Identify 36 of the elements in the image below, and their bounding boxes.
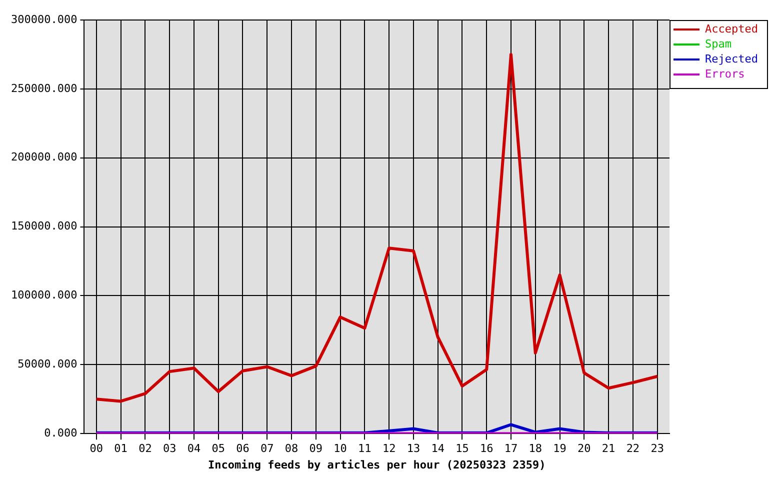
y-tick-label: 100000.000 (10, 288, 78, 302)
y-tick-label: 50000.000 (18, 358, 78, 371)
legend-label: Spam (705, 37, 732, 50)
x-tick-label: 22 (626, 442, 640, 456)
y-tick-label: 250000.000 (10, 82, 78, 95)
x-tick-label: 05 (212, 442, 225, 456)
x-tick-label: 19 (553, 442, 566, 456)
x-tick-label: 04 (187, 442, 201, 456)
x-tick-label: 20 (578, 442, 591, 456)
x-tick-label: 10 (334, 442, 347, 456)
x-tick-label: 23 (650, 442, 664, 456)
y-tick-label: 0.000 (44, 426, 78, 440)
x-tick-label: 00 (90, 442, 104, 456)
x-tick-label: 03 (162, 442, 176, 456)
x-axis-title: Incoming feeds by articles per hour (20250323 2359) (208, 458, 546, 472)
x-tick-label: 11 (358, 442, 372, 456)
x-tick-label: 08 (284, 442, 298, 456)
x-tick-label: 21 (602, 442, 616, 456)
x-tick-label: 06 (236, 442, 250, 456)
legend-label: Rejected (705, 52, 758, 66)
x-tick-label: 14 (431, 442, 445, 456)
x-tick-label: 02 (138, 442, 152, 456)
legend-label: Errors (705, 67, 745, 80)
x-tick-label: 12 (382, 442, 396, 456)
x-tick-label: 13 (406, 442, 420, 456)
x-tick-label: 16 (480, 442, 494, 456)
x-tick-label: 07 (260, 442, 274, 456)
x-tick-label: 17 (504, 442, 518, 456)
x-tick-label: 18 (528, 442, 542, 456)
legend-label: Accepted (705, 22, 758, 36)
x-tick-label: 09 (309, 442, 323, 456)
x-tick-label: 15 (456, 442, 469, 456)
x-tick-label: 01 (114, 442, 128, 456)
y-tick-label: 150000.000 (10, 220, 78, 233)
y-tick-label: 300000.000 (10, 12, 78, 26)
y-tick-label: 200000.000 (10, 150, 78, 164)
